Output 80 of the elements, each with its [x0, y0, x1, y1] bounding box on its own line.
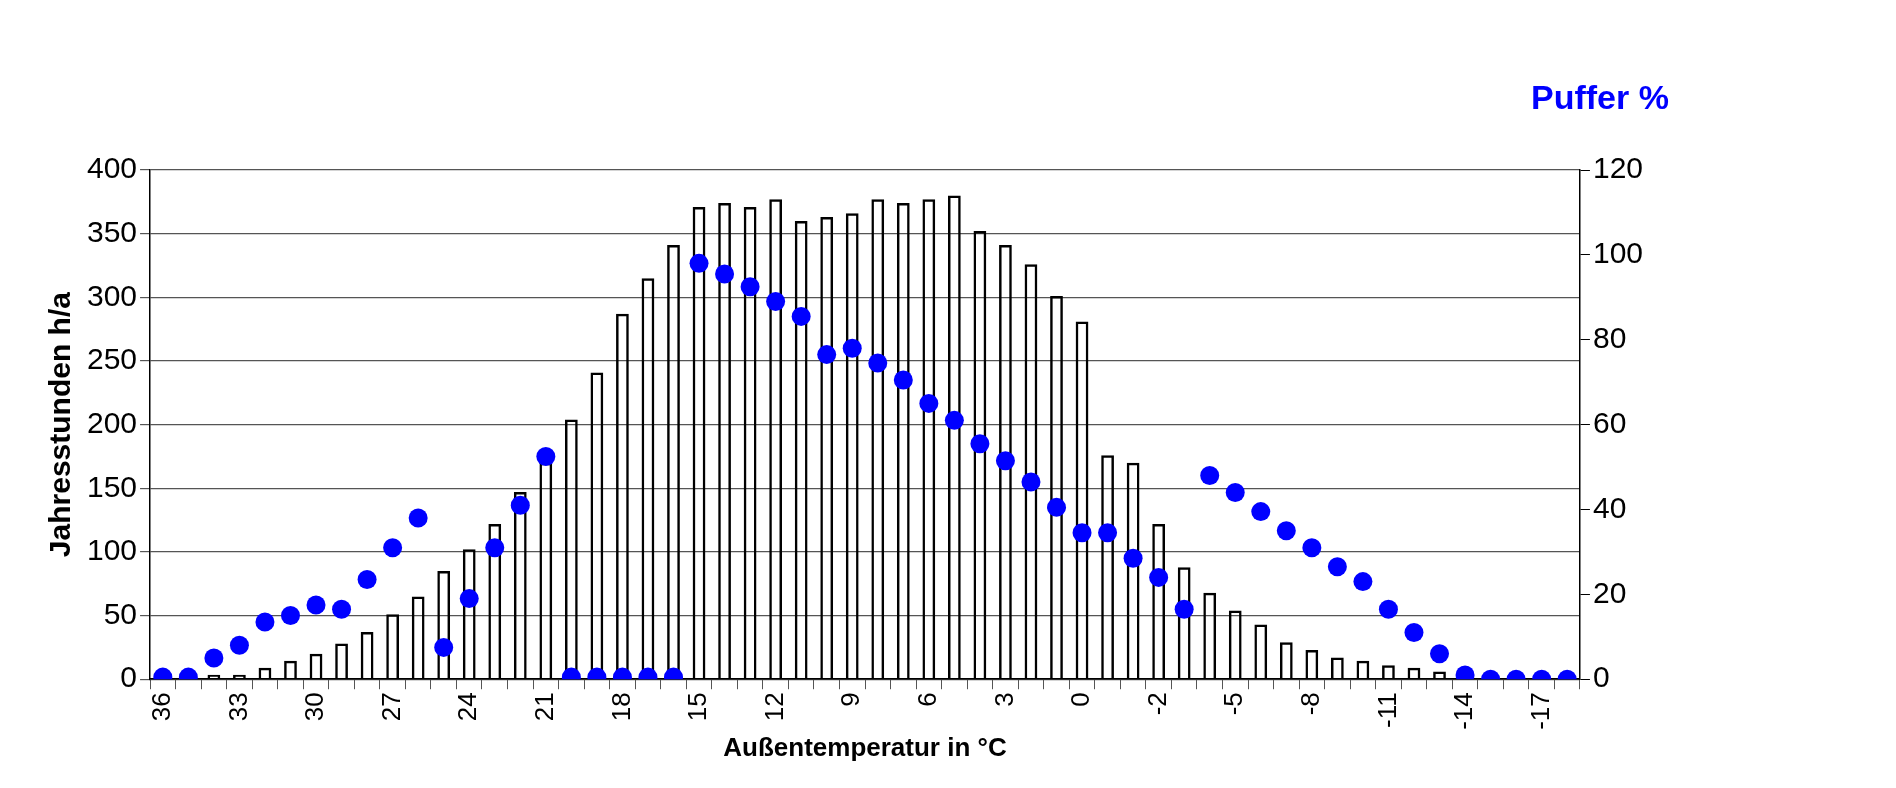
x-tick-label: 36 [145, 692, 176, 722]
x-axis-title: Außentemperatur in °C [723, 731, 1007, 762]
point [280, 606, 300, 626]
point [1098, 523, 1118, 543]
point [791, 306, 811, 326]
point [459, 589, 479, 609]
x-tick-label: 18 [605, 692, 636, 722]
y-tick-label: 350 [86, 214, 138, 248]
y2-tick-label: 60 [1592, 405, 1627, 439]
point [1047, 497, 1066, 517]
point [536, 446, 556, 466]
point [1072, 523, 1092, 543]
y-tick-label: 300 [86, 278, 138, 312]
x-tick-label: 6 [912, 692, 943, 707]
y-tick-label: 100 [86, 533, 138, 567]
point [766, 292, 786, 312]
x-tick-label: -17 [1524, 692, 1555, 730]
y2-tick-label: 100 [1592, 236, 1644, 270]
x-tick-label: 30 [299, 692, 330, 722]
point [995, 451, 1015, 471]
point [919, 393, 939, 413]
x-tick-label: 33 [222, 692, 253, 722]
point [1378, 599, 1398, 619]
point [842, 338, 862, 358]
point [383, 538, 403, 558]
point [868, 353, 888, 373]
y2-tick-label: 80 [1592, 321, 1627, 355]
point [306, 595, 326, 615]
point [740, 277, 760, 297]
point [229, 635, 249, 655]
x-tick-label: 21 [529, 692, 559, 722]
x-tick-label: -8 [1295, 692, 1326, 716]
point [1404, 623, 1424, 643]
point [1276, 521, 1296, 541]
point [1174, 599, 1194, 619]
x-tick-label: 0 [1065, 692, 1096, 707]
point [408, 508, 428, 528]
point [715, 264, 735, 284]
point [434, 637, 454, 657]
x-tick-label: -5 [1218, 692, 1249, 716]
x-tick-label: 3 [988, 692, 1019, 707]
x-tick-label: 12 [758, 692, 789, 722]
y-tick-label: 50 [103, 596, 138, 630]
point [332, 599, 352, 619]
y-tick-label: 250 [86, 342, 138, 376]
y-axis-title: Jahresstunden h/a [43, 291, 77, 558]
point [970, 434, 990, 454]
y2-tick-label: 20 [1592, 575, 1627, 609]
y2-axis-title: Puffer % [1530, 78, 1669, 117]
x-tick-label: -2 [1141, 692, 1172, 716]
x-tick-label: -14 [1448, 692, 1479, 730]
point [1200, 466, 1220, 486]
x-tick-label: 24 [452, 692, 483, 722]
point [1430, 644, 1450, 664]
x-tick-label: 9 [835, 692, 866, 707]
point [817, 345, 837, 365]
point [255, 612, 275, 632]
y-tick-label: 400 [86, 151, 138, 185]
point [1225, 483, 1245, 503]
point [689, 253, 709, 273]
point [204, 648, 224, 668]
point [1327, 557, 1347, 577]
point [1149, 567, 1169, 587]
y-tick-label: 150 [86, 469, 138, 503]
x-tick-label: 15 [682, 692, 713, 722]
y2-tick-label: 120 [1592, 151, 1644, 185]
point [357, 570, 377, 589]
y2-tick-label: 40 [1592, 490, 1627, 524]
y-tick-label: 200 [86, 405, 138, 439]
point [1353, 572, 1373, 592]
point [1021, 472, 1041, 492]
point [893, 370, 913, 390]
point [944, 410, 964, 430]
point [485, 538, 505, 558]
point [1123, 548, 1143, 568]
point [510, 495, 530, 515]
point [1302, 538, 1322, 558]
x-tick-label: -11 [1371, 692, 1402, 728]
point [1251, 502, 1271, 522]
x-tick-label: 27 [375, 692, 406, 722]
